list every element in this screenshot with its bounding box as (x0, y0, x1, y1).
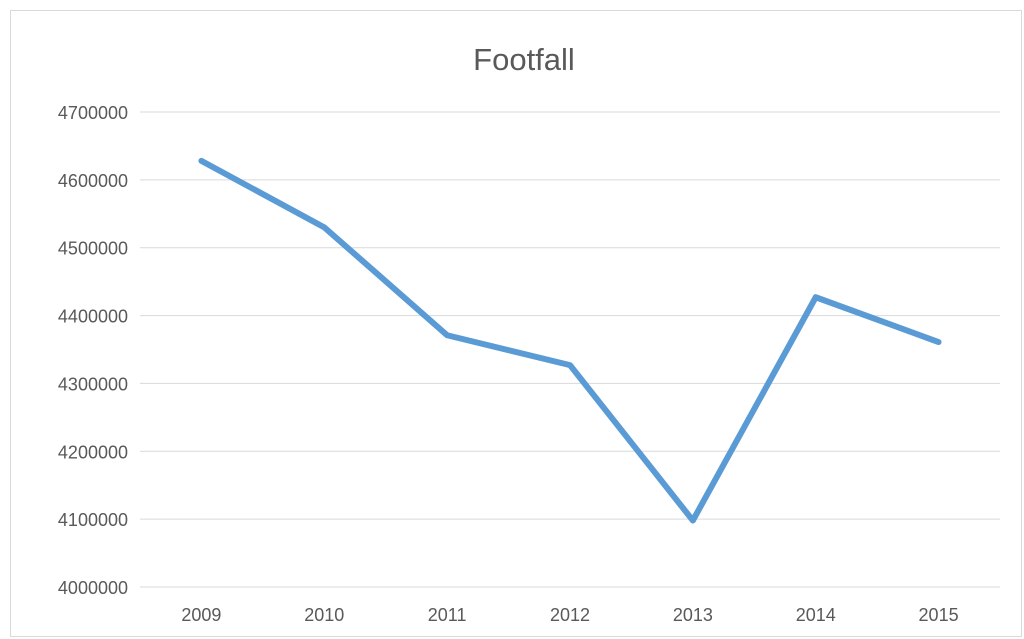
y-tick-label: 4100000 (58, 510, 128, 530)
gridlines (140, 111, 1000, 588)
y-axis-ticks: 4000000 4100000 4200000 4300000 4400000 45000… (58, 103, 128, 598)
x-tick-label: 2012 (550, 605, 590, 625)
y-tick-label: 4000000 (58, 578, 128, 598)
y-tick-label: 4400000 (58, 307, 128, 327)
y-tick-label: 4300000 (58, 374, 128, 394)
y-tick-label: 4700000 (58, 103, 128, 123)
chart-title: Footfall (473, 42, 575, 77)
x-axis-ticks: 2009 2010 2011 2012 2013 2014 2015 (181, 605, 958, 625)
series-line (198, 157, 942, 524)
x-tick-label: 2010 (304, 605, 344, 625)
x-tick-label: 2015 (919, 605, 959, 625)
x-tick-label: 2014 (796, 605, 836, 625)
y-tick-label: 4200000 (58, 442, 128, 462)
y-tick-label: 4500000 (58, 239, 128, 259)
series-layer (198, 157, 942, 524)
x-tick-label: 2011 (428, 605, 467, 625)
y-tick-label: 4600000 (58, 171, 128, 191)
chart-frame (10, 10, 1022, 637)
x-tick-label: 2013 (673, 605, 713, 625)
x-tick-label: 2009 (181, 605, 221, 625)
